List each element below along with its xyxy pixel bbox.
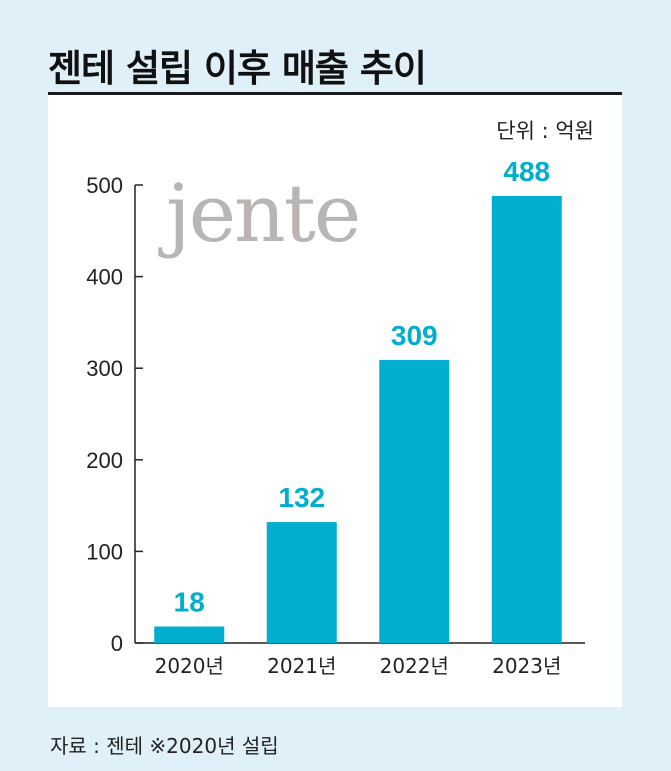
y-tick-label: 100 [86,539,123,564]
chart-title: 젠테 설립 이후 매출 추이 [48,47,427,90]
y-tick-label: 500 [86,173,123,198]
source-note: 자료 : 젠테 ※2020년 설립 [50,734,279,758]
data-label: 18 [174,587,205,618]
x-tick-label: 2021년 [267,654,336,678]
x-tick-label: 2023년 [492,654,561,678]
jente-logo: jente [166,167,361,260]
data-label: 309 [391,320,438,351]
y-tick-label: 300 [86,356,123,381]
y-tick-label: 400 [86,265,123,290]
bar-2021년 [266,522,337,643]
bar-2022년 [379,359,450,643]
bar-2023년 [491,195,562,643]
y-tick-label: 0 [111,631,123,656]
x-tick-label: 2022년 [380,654,449,678]
data-label: 488 [503,156,550,187]
x-tick-label: 2020년 [155,654,224,678]
title-rule [48,92,622,95]
y-tick-label: 200 [86,448,123,473]
unit-label: 단위 : 억원 [496,119,594,143]
data-label: 132 [278,482,325,513]
bar-2020년 [154,626,225,643]
